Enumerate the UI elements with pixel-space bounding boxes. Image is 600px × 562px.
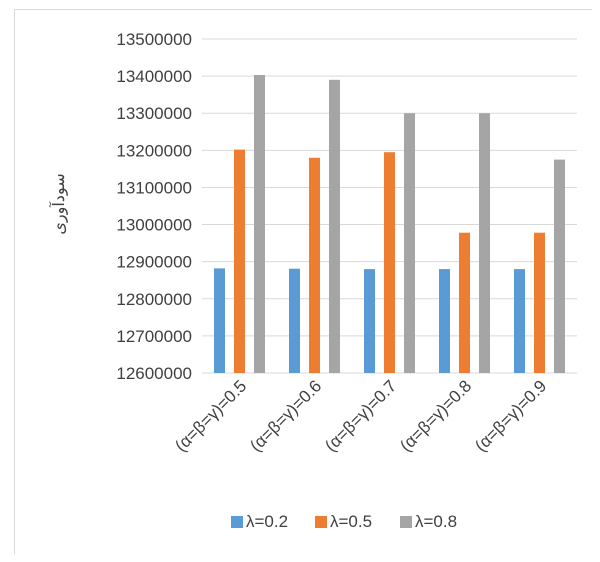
y-tick-label: 12800000 (116, 290, 192, 309)
y-tick-label: 13300000 (116, 104, 192, 123)
bar (214, 268, 225, 373)
x-axis-ticks: (α=β=γ)=0.5(α=β=γ)=0.6(α=β=γ)=0.7(α=β=γ)… (171, 376, 550, 455)
y-tick-label: 13500000 (116, 30, 192, 49)
legend-swatch (231, 516, 243, 528)
bar (404, 113, 415, 373)
y-tick-label: 12700000 (116, 327, 192, 346)
legend: λ=0.2 λ=0.5 λ=0.8 (231, 512, 457, 531)
bar (439, 269, 450, 373)
bar (514, 269, 525, 373)
bar (384, 152, 395, 373)
bar (234, 149, 245, 373)
bar (364, 269, 375, 373)
y-axis-label: سودآوری (48, 173, 68, 234)
y-tick-label: 13100000 (116, 178, 192, 197)
legend-label: λ=0.8 (415, 512, 457, 531)
bar (459, 232, 470, 373)
x-tick-label: (α=β=γ)=0.8 (396, 376, 475, 455)
legend-swatch (315, 516, 327, 528)
legend-label: λ=0.2 (246, 512, 288, 531)
legend-swatch (400, 516, 412, 528)
x-tick-label: (α=β=γ)=0.7 (321, 376, 400, 455)
bar (329, 79, 340, 374)
y-axis-ticks: 12600000 12700000 12800000 12900000 13000000… (116, 30, 192, 383)
y-tick-label: 13400000 (116, 67, 192, 86)
y-tick-label: 12900000 (116, 253, 192, 272)
x-tick-label: (α=β=γ)=0.6 (246, 376, 325, 455)
bar (554, 159, 565, 373)
y-tick-label: 13200000 (116, 141, 192, 160)
y-tick-label: 13000000 (116, 216, 192, 235)
chart-frame (14, 9, 592, 554)
x-tick-label: (α=β=γ)=0.9 (471, 376, 550, 455)
bar (309, 157, 320, 373)
y-tick-label: 12600000 (116, 364, 192, 383)
bar (254, 74, 265, 374)
legend-label: λ=0.5 (330, 512, 372, 531)
x-tick-label: (α=β=γ)=0.5 (171, 376, 250, 455)
bar (479, 113, 490, 373)
bar (534, 232, 545, 373)
bars (214, 74, 565, 374)
bar (289, 268, 300, 373)
